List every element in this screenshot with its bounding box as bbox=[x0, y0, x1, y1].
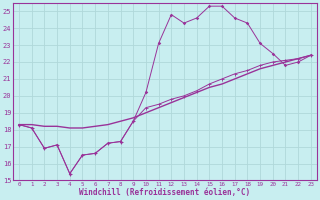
X-axis label: Windchill (Refroidissement éolien,°C): Windchill (Refroidissement éolien,°C) bbox=[79, 188, 251, 197]
